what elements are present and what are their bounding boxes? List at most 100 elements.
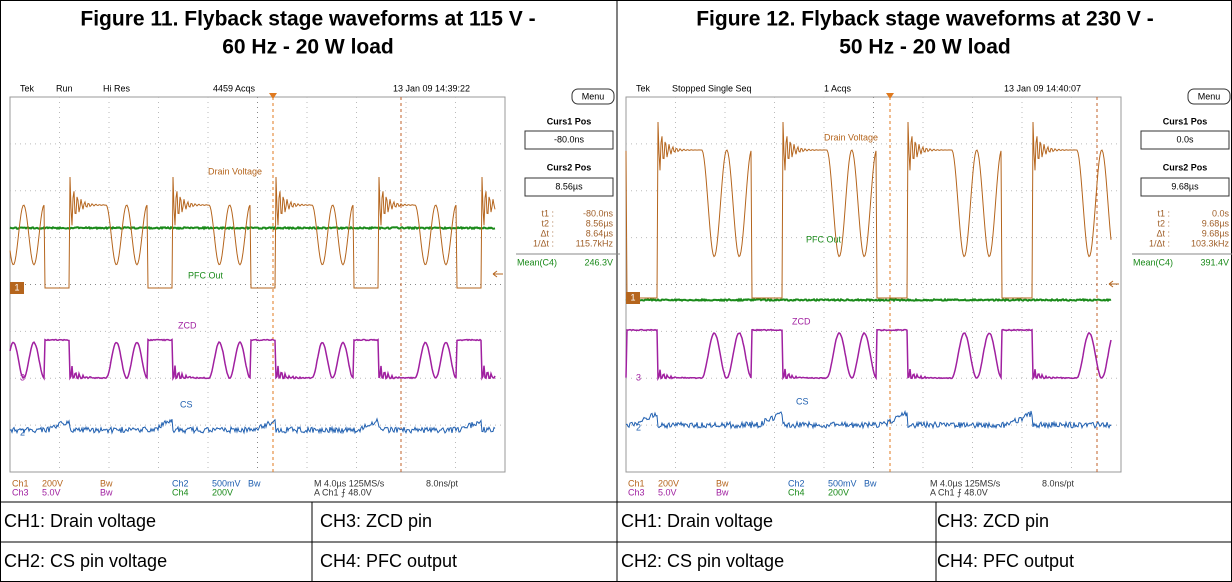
footer-text: Ch4: [172, 487, 189, 497]
footer-text: A Ch1 ⨍ 48.0V: [930, 487, 988, 497]
trace-label: ZCD: [792, 316, 811, 326]
curs1-value: -80.0ns: [554, 134, 585, 144]
curs1-label: Curs1 Pos: [1163, 116, 1208, 126]
footer-text: Ch1: [628, 478, 645, 488]
footer-text: A Ch1 ⨍ 48.0V: [314, 487, 372, 497]
readout-value: 8.64µs: [586, 228, 614, 238]
footer-text: Ch3: [628, 487, 645, 497]
trace-label: Drain Voltage: [208, 166, 262, 176]
ch3-marker: 3: [20, 372, 25, 382]
trace-label: CS: [180, 399, 193, 409]
scope-header: 1 Acqs: [824, 83, 852, 93]
scope-header: 13 Jan 09 14:39:22: [393, 83, 470, 93]
scope-header: Run: [56, 83, 73, 93]
footer-text: 200V: [212, 487, 233, 497]
footer-text: 200V: [658, 478, 679, 488]
scope-header: Tek: [636, 83, 651, 93]
legend-cell: CH3: ZCD pin: [937, 511, 1049, 531]
menu-label: Menu: [582, 91, 605, 101]
trace-label: ZCD: [178, 320, 197, 330]
menu-button: [1187, 88, 1231, 105]
footer-text: 8.0ns/pt: [1042, 478, 1075, 488]
curs1-value: 0.0s: [1176, 134, 1194, 144]
trigger-marker: [269, 93, 277, 99]
footer-text: M 4.0µs 125MS/s: [930, 478, 1001, 488]
readout-value: 0.0s: [1212, 208, 1230, 218]
readout-value: 9.68µs: [1202, 228, 1230, 238]
footer-text: 500mV: [828, 478, 857, 488]
figure-title: 60 Hz - 20 W load: [222, 36, 394, 59]
footer-text: Ch2: [788, 478, 805, 488]
footer-text: Bw: [864, 478, 877, 488]
scope-header: Tek: [20, 83, 35, 93]
menu-button: [571, 88, 615, 105]
zcd-trace: [625, 328, 1112, 382]
readout-label: Δt :: [540, 228, 554, 238]
readout-value: -80.0ns: [583, 208, 614, 218]
footer-text: Bw: [248, 478, 261, 488]
footer-text: 200V: [42, 478, 63, 488]
ch1-marker-box: [10, 282, 24, 294]
trigger-marker: [886, 93, 894, 99]
scope-header: 4459 Acqs: [213, 83, 256, 93]
pfc-trace: [625, 297, 1112, 303]
curs2-value: 8.56µs: [555, 181, 583, 191]
pfc-trace: [9, 225, 496, 231]
readout-label: t1 :: [1157, 208, 1170, 218]
footer-text: Ch4: [788, 487, 805, 497]
ch2-marker: 2: [636, 422, 641, 432]
ch1-marker: 1: [14, 282, 19, 292]
mean-label: Mean(C4): [1133, 257, 1173, 267]
readout-value: 115.7kHz: [576, 238, 614, 248]
curs1-label: Curs1 Pos: [547, 116, 592, 126]
legend-cell: CH1: Drain voltage: [4, 511, 156, 531]
ch3-marker: 3: [636, 372, 641, 382]
ref-arrow: [1108, 280, 1119, 288]
figure-title: 50 Hz - 20 W load: [839, 36, 1011, 59]
graticule: [625, 96, 1122, 473]
trace-label: PFC Out: [188, 270, 224, 280]
curs1-box: [1140, 130, 1230, 150]
legend-cell: CH2: CS pin voltage: [621, 551, 784, 571]
curs1-box: [524, 130, 614, 150]
readout-value: 8.56µs: [586, 218, 614, 228]
footer-text: 8.0ns/pt: [426, 478, 459, 488]
legend-cell: CH4: PFC output: [320, 551, 457, 571]
cs-trace: [625, 409, 1112, 430]
mean-label: Mean(C4): [517, 257, 557, 267]
curs2-label: Curs2 Pos: [1163, 162, 1208, 172]
legend-cell: CH1: Drain voltage: [621, 511, 773, 531]
menu-label: Menu: [1198, 91, 1221, 101]
curs2-box: [524, 177, 614, 197]
scope-header: Hi Res: [103, 83, 131, 93]
mean-value: 391.4V: [1200, 257, 1229, 267]
footer-text: 5.0V: [658, 487, 677, 497]
ch1-marker-box: [626, 292, 640, 304]
footer-text: Ch3: [12, 487, 29, 497]
footer-text: Ch2: [172, 478, 189, 488]
legend-cell: CH2: CS pin voltage: [4, 551, 167, 571]
scope-header: Stopped Single Seq: [672, 83, 752, 93]
footer-text: Bw: [716, 487, 729, 497]
footer-text: 200V: [828, 487, 849, 497]
readout-value: 103.3kHz: [1191, 238, 1230, 248]
curs2-label: Curs2 Pos: [547, 162, 592, 172]
readout-label: 1/Δt :: [1149, 238, 1170, 248]
trace-label: PFC Out: [806, 234, 842, 244]
figure-title: Figure 12. Flyback stage waveforms at 23…: [696, 8, 1154, 31]
ref-arrow: [492, 270, 503, 278]
drain-trace: [625, 121, 1112, 299]
readout-label: t2 :: [1157, 218, 1170, 228]
legend-cell: CH3: ZCD pin: [320, 511, 432, 531]
readout-value: 9.68µs: [1202, 218, 1230, 228]
trace-label: CS: [796, 396, 809, 406]
readout-label: 1/Δt :: [533, 238, 554, 248]
ch2-marker: 2: [20, 427, 25, 437]
figure-title: Figure 11. Flyback stage waveforms at 11…: [80, 8, 535, 31]
curs2-box: [1140, 177, 1230, 197]
cs-trace: [9, 417, 496, 435]
drain-trace: [9, 176, 496, 289]
curs2-value: 9.68µs: [1171, 181, 1199, 191]
mean-value: 246.3V: [584, 257, 613, 267]
footer-text: Bw: [100, 487, 113, 497]
